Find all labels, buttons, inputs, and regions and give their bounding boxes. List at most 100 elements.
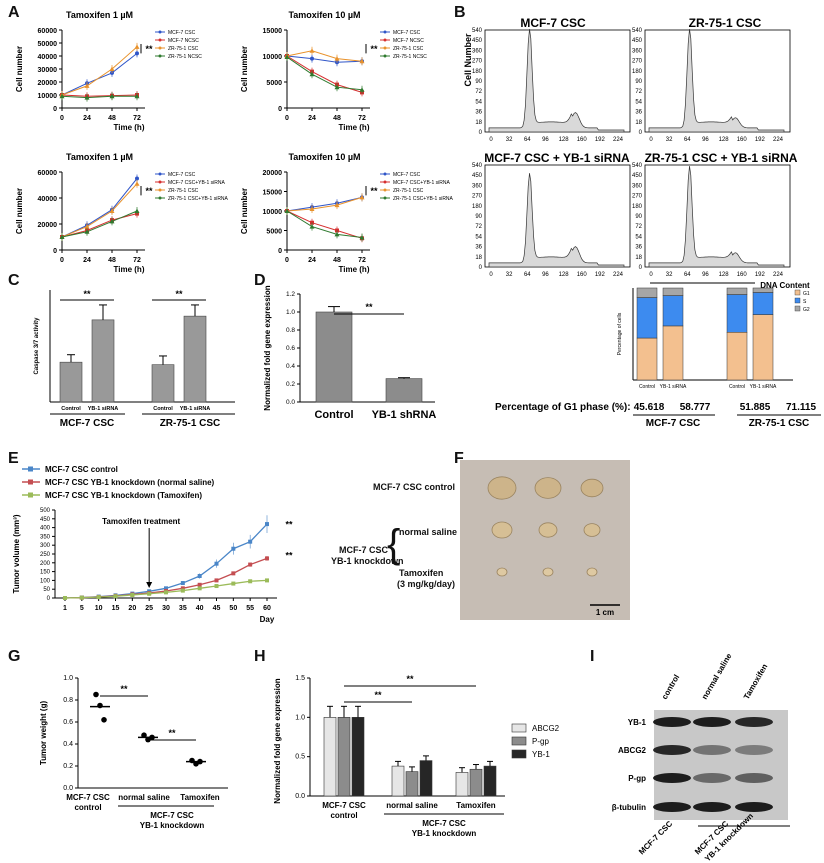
data-point [134, 44, 140, 49]
blot-bottom-label: MCF-7 CSC [637, 819, 674, 856]
significance-mark: ** [168, 728, 176, 738]
y-tick-label: 0.0 [295, 793, 305, 800]
series-line [61, 94, 138, 97]
x-tick-label: 0 [285, 115, 289, 122]
y-tick-label: 540 [472, 163, 483, 169]
legend-marker [158, 172, 162, 176]
data-point [59, 93, 65, 99]
group-label: MCF-7 CSC [66, 793, 110, 802]
group-label: MCF-7 CSC [646, 418, 700, 429]
data-point [334, 84, 340, 90]
x-tick-label: 160 [577, 137, 588, 143]
legend-marker [28, 492, 33, 498]
bar [469, 768, 483, 797]
legend-label: G2 [803, 307, 810, 313]
histogram-title: ZR-75-1 CSC + YB-1 siRNA [645, 151, 798, 165]
series-line [61, 46, 138, 96]
y-tick-label: 40000 [38, 196, 58, 203]
data-point [180, 581, 185, 586]
y-tick-label: 36 [475, 110, 482, 116]
legend-label: MCF-7 CSC [393, 172, 421, 178]
data-point [84, 83, 90, 88]
histogram-curve [648, 28, 785, 133]
x-tick-label: 72 [133, 115, 141, 122]
panel-label-f: F [454, 450, 464, 467]
series-line [61, 213, 138, 238]
significance-mark: ** [120, 684, 128, 694]
y-tick-label: 0 [639, 265, 643, 271]
data-point [164, 586, 168, 591]
legend-marker [383, 196, 387, 200]
x-tick-label: 0 [60, 115, 64, 122]
y-tick-label: 90 [635, 79, 642, 85]
tumor-specimen [534, 477, 562, 499]
data-point [134, 93, 140, 99]
legend-label: MCF-7 CSC control [45, 465, 118, 474]
x-tick-label: 24 [83, 115, 91, 122]
x-tick-label: 0 [489, 137, 493, 143]
legend-marker [158, 30, 162, 34]
stacked-bar-segment [726, 332, 748, 381]
y-axis-label: Cell number [240, 46, 249, 92]
data-point [109, 66, 115, 71]
x-tick-label: 25 [145, 605, 153, 612]
data-point [359, 58, 365, 64]
histogram-frame [644, 164, 791, 268]
data-point [248, 539, 253, 544]
y-tick-label: 1.2 [286, 291, 295, 298]
blot-band [653, 773, 691, 783]
y-tick-label: 500 [40, 508, 51, 514]
panel-a-chart-2: Tamoxifen 10 µM 0 5000 10000 15000 0 24 48 72Tim… [240, 10, 427, 132]
data-point [214, 561, 219, 566]
group-label: YB-1 knockdown [140, 821, 205, 830]
tumor-specimen [491, 521, 513, 539]
panel-c-caspase-chart: Caspase 3/7 activity Control YB-1 siRNA Con… [34, 289, 235, 429]
panel-label-h: H [254, 648, 266, 665]
y-tick-label: 0.5 [295, 754, 305, 761]
legend-swatch [794, 305, 801, 312]
y-tick-label: 72 [475, 224, 482, 230]
histogram-frame [484, 164, 631, 268]
data-point [130, 593, 135, 598]
significance-mark: ** [406, 674, 414, 684]
x-tick-label: 192 [755, 137, 766, 143]
data-point [359, 194, 365, 200]
y-tick-label: 0.6 [63, 719, 73, 726]
y-tick-label: 180 [632, 69, 643, 75]
data-point [59, 234, 65, 239]
x-axis-label: Time (h) [114, 123, 145, 132]
y-tick-label: 180 [472, 204, 483, 210]
legend-label: ZR-75-1 CSC+YB-1 siRNA [168, 196, 229, 202]
blot-row-label: β-tubulin [612, 803, 646, 812]
legend-marker [158, 188, 162, 192]
x-tick-label: 55 [246, 605, 254, 612]
group-label: ZR-75-1 CSC [749, 418, 810, 429]
lane-label: normal saline [700, 651, 734, 701]
y-tick-label: 1.5 [295, 675, 305, 682]
y-tick-label: 18 [635, 255, 642, 261]
blot-band [693, 802, 731, 812]
y-tick-label: 0.8 [63, 697, 73, 704]
y-tick-label: 10000 [263, 209, 283, 216]
y-tick-label: 0 [479, 265, 483, 271]
blot-membrane [654, 710, 788, 820]
bar [183, 315, 207, 403]
legend-marker [28, 466, 33, 472]
significance-mark: ** [374, 690, 382, 700]
y-tick-label: 0 [53, 106, 57, 113]
panel-label-d: D [254, 272, 266, 289]
y-tick-label: 30000 [38, 67, 58, 74]
chart-title: Tamoxifen 1 µM [66, 152, 133, 162]
y-tick-label: 72 [635, 224, 642, 230]
panel-label-c: C [8, 272, 20, 289]
data-point [310, 56, 314, 61]
data-point [231, 546, 236, 551]
y-axis-label: Normalized fold gene expression [273, 678, 282, 803]
y-tick-label: 200 [40, 561, 51, 567]
blot-row-label: ABCG2 [618, 746, 647, 755]
x-tick-label: 0 [649, 137, 653, 143]
legend-marker [383, 38, 387, 42]
group-label: normal saline [386, 801, 438, 810]
y-axis-label: Cell number [240, 188, 249, 234]
x-tick-label: 64 [524, 137, 531, 143]
